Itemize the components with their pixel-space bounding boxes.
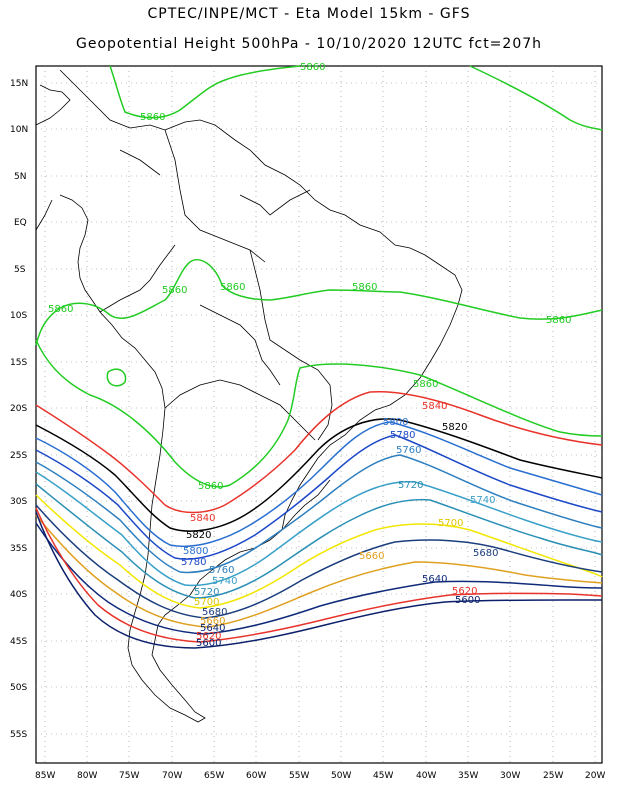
contour-label: 5820 — [442, 422, 467, 433]
contour-label: 5800 — [183, 546, 208, 557]
contour-label: 5640 — [200, 623, 225, 634]
contour-label: 5760 — [209, 565, 234, 576]
title-line-2: Geopotential Height 500hPa - 10/10/2020 … — [75, 36, 543, 52]
lon-label: 20W — [585, 771, 605, 781]
lat-label: 45S — [10, 637, 27, 647]
contour-label-group: 5860 5860 5860 5860 5860 5860 5860 5860 … — [48, 62, 571, 649]
contour-label: 5740 — [470, 495, 495, 506]
contour-label: 5600 — [196, 638, 221, 649]
lat-label: 15S — [10, 358, 27, 368]
contour-label: 5860 — [140, 112, 165, 123]
lon-label: 35W — [458, 771, 478, 781]
contour-label: 5680 — [202, 607, 227, 618]
contour-5700 — [35, 494, 603, 609]
contour-label: 5800 — [383, 417, 408, 428]
contour-5860-island — [106, 368, 127, 387]
contour-label: 5840 — [190, 513, 215, 524]
contour-5840 — [35, 390, 603, 514]
contour-5860-ne — [469, 65, 603, 131]
lat-label: 55S — [10, 730, 27, 740]
contour-label: 5660 — [200, 616, 225, 627]
contour-5800 — [35, 421, 603, 548]
lat-label: 50S — [10, 683, 27, 693]
contour-label: 5860 — [300, 62, 325, 73]
contour-label: 5860 — [220, 282, 245, 293]
contour-5780 — [35, 434, 603, 560]
graticule — [36, 66, 602, 763]
lat-label: 35S — [10, 544, 27, 554]
contour-label: 5860 — [352, 282, 377, 293]
contour-label: 5700 — [194, 597, 219, 608]
contour-5860-south — [35, 339, 603, 488]
contour-5620 — [35, 507, 603, 643]
lat-label: 10N — [10, 125, 28, 135]
contour-5740 — [35, 471, 603, 587]
lon-label: 45W — [373, 771, 393, 781]
contour-5600 — [35, 511, 602, 649]
lat-label: 40S — [10, 590, 27, 600]
contour-5760 — [35, 454, 603, 574]
contour-5640 — [35, 522, 603, 635]
contour-label: 5860 — [198, 481, 223, 492]
lat-label: EQ — [14, 218, 27, 228]
lat-label: 5S — [14, 265, 26, 275]
contour-5680 — [35, 504, 603, 619]
contour-label: 5860 — [546, 315, 571, 326]
contour-5860-north — [109, 65, 301, 119]
contour-label: 5680 — [473, 548, 498, 559]
lon-label: 30W — [500, 771, 520, 781]
contour-label: 5720 — [398, 480, 423, 491]
contour-5820 — [35, 418, 603, 532]
longitude-axis: 85W 80W 75W 70W 65W 60W 55W 50W 45W 40W … — [35, 771, 605, 781]
lon-label: 80W — [77, 771, 97, 781]
lon-label: 85W — [35, 771, 55, 781]
lat-label: 5N — [14, 172, 26, 182]
contour-label: 5840 — [422, 401, 447, 412]
lon-label: 75W — [119, 771, 139, 781]
lon-label: 65W — [204, 771, 224, 781]
contour-5660 — [35, 514, 603, 628]
contour-label: 5860 — [413, 379, 438, 390]
lat-label: 20S — [10, 404, 27, 414]
contour-label: 5780 — [181, 557, 206, 568]
coastline — [35, 69, 463, 723]
lon-label: 50W — [331, 771, 351, 781]
lon-label: 25W — [543, 771, 563, 781]
title-line-1: CPTEC/INPE/MCT - Eta Model 15km - GFS — [147, 6, 471, 22]
contour-label: 5660 — [359, 551, 384, 562]
lon-label: 70W — [162, 771, 182, 781]
contour-label: 5600 — [455, 595, 480, 606]
contour-label: 5860 — [48, 304, 73, 315]
contour-label: 5700 — [438, 518, 463, 529]
contour-label: 5740 — [212, 576, 237, 587]
contour-label: 5820 — [186, 530, 211, 541]
lat-label: 25S — [10, 451, 27, 461]
contour-5860-amazon — [35, 259, 603, 346]
contour-label: 5720 — [194, 587, 219, 598]
contour-label: 5640 — [422, 574, 447, 585]
lat-label: 15N — [10, 79, 28, 89]
lat-label: 10S — [10, 311, 27, 321]
contour-5720 — [35, 483, 603, 599]
lon-label: 60W — [246, 771, 266, 781]
contour-label: 5860 — [162, 285, 187, 296]
map-frame — [35, 65, 603, 764]
contour-label: 5620 — [196, 631, 221, 642]
contour-label: 5760 — [396, 445, 421, 456]
contour-label: 5620 — [452, 586, 477, 597]
lat-label: 30S — [10, 497, 27, 507]
lon-label: 40W — [416, 771, 436, 781]
contour-lines — [35, 65, 603, 649]
lon-label: 55W — [289, 771, 309, 781]
latitude-axis: 15N 10N 5N EQ 5S 10S 15S 20S 25S 30S 35S… — [10, 79, 28, 740]
contour-label: 5780 — [390, 430, 415, 441]
